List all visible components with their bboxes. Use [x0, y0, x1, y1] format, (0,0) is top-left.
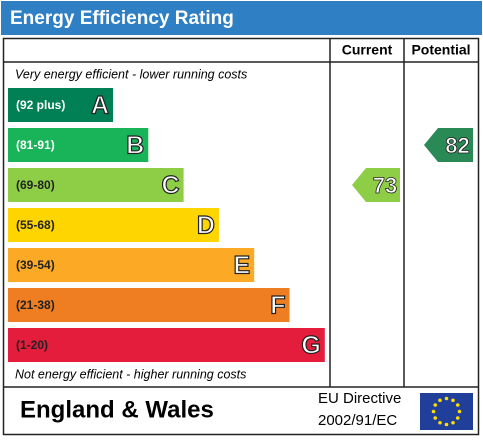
- band-range: (39-54): [16, 258, 55, 272]
- note: Very energy efficient - lower running co…: [15, 67, 247, 81]
- directive: EU Directive: [318, 390, 401, 407]
- band-range: (55-68): [16, 218, 55, 232]
- band: [8, 128, 149, 162]
- region: England & Wales: [20, 396, 214, 423]
- band: [8, 208, 219, 242]
- eu-stars: [431, 396, 462, 427]
- rating-arrow: [352, 168, 400, 202]
- eu-star: [455, 416, 460, 420]
- frame: [2, 37, 480, 436]
- rating-value: 82: [445, 133, 469, 158]
- directive: 2002/91/EC: [318, 412, 397, 429]
- band-range: (21-38): [16, 298, 55, 312]
- eu-star: [444, 422, 449, 427]
- band: [8, 168, 184, 202]
- band: [8, 248, 255, 282]
- column-header: Potential: [411, 42, 470, 58]
- band: [8, 328, 325, 362]
- band-letter: C: [162, 172, 180, 200]
- eu-star: [457, 409, 462, 414]
- note: Not energy efficient - higher running co…: [15, 367, 246, 381]
- band-range: (1-20): [16, 338, 48, 352]
- band-letter: G: [301, 332, 320, 360]
- eu-star: [455, 403, 460, 407]
- band-letter: B: [126, 132, 144, 160]
- eu-star: [433, 416, 438, 420]
- eu-star: [451, 398, 455, 403]
- eu-star: [444, 396, 449, 401]
- eu-star: [451, 420, 455, 425]
- column-header: Current: [342, 42, 393, 58]
- band-letter: D: [197, 212, 215, 240]
- band-letter: E: [234, 252, 251, 280]
- band: [8, 88, 113, 122]
- title: Energy Efficiency Rating: [10, 8, 234, 29]
- band-range: (92 plus): [16, 98, 65, 112]
- band-letter: A: [91, 92, 109, 120]
- eu-star: [438, 420, 442, 425]
- band: [8, 288, 290, 322]
- rating-value: 73: [373, 173, 397, 198]
- band-range: (81-91): [16, 138, 55, 152]
- title-bar: [1, 1, 482, 35]
- eu-star: [433, 403, 438, 407]
- band-range: (69-80): [16, 178, 55, 192]
- rating-arrow: [424, 128, 473, 162]
- eu-star: [438, 398, 442, 403]
- eu-star: [431, 409, 436, 414]
- band-letter: F: [270, 292, 285, 320]
